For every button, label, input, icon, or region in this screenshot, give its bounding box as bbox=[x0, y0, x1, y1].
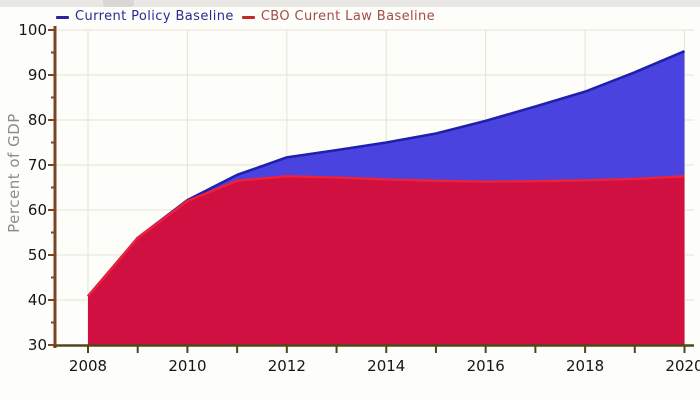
y-tick-label: 40 bbox=[28, 291, 47, 309]
legend-label: Current Policy Baseline bbox=[75, 9, 234, 24]
legend-label: CBO Curent Law Baseline bbox=[260, 9, 436, 24]
y-tick-label: 60 bbox=[28, 201, 47, 219]
series-line-cbo-current-law bbox=[87, 175, 685, 298]
legend-marker-red-dash-icon bbox=[241, 15, 255, 19]
y-tick-label: 100 bbox=[18, 21, 47, 39]
legend-item-cbo-current-law: CBO Curent Law Baseline bbox=[241, 9, 436, 25]
y-tick-label: 80 bbox=[28, 111, 47, 129]
x-tick-label: 2016 bbox=[467, 357, 505, 375]
legend-item-current-policy: Current Policy Baseline bbox=[56, 9, 234, 25]
y-tick-label: 30 bbox=[28, 336, 47, 354]
chart-legend: Current Policy Baseline CBO Curent Law B… bbox=[56, 8, 437, 26]
x-tick-label: 2020 bbox=[665, 357, 700, 375]
y-tick-label: 70 bbox=[28, 156, 47, 174]
series-area-cbo-current-law bbox=[88, 176, 685, 345]
x-tick-label: 2008 bbox=[69, 357, 107, 375]
y-axis-title: Percent of GDP bbox=[5, 113, 23, 233]
top-bar-tab bbox=[103, 0, 134, 7]
x-tick-label: 2014 bbox=[367, 357, 405, 375]
x-tick-label: 2018 bbox=[566, 357, 604, 375]
x-tick-label: 2010 bbox=[168, 357, 206, 375]
y-tick-label: 90 bbox=[28, 66, 47, 84]
y-tick-label: 50 bbox=[28, 246, 47, 264]
x-tick-label: 2012 bbox=[268, 357, 306, 375]
legend-marker-blue-dash-icon bbox=[56, 15, 69, 19]
